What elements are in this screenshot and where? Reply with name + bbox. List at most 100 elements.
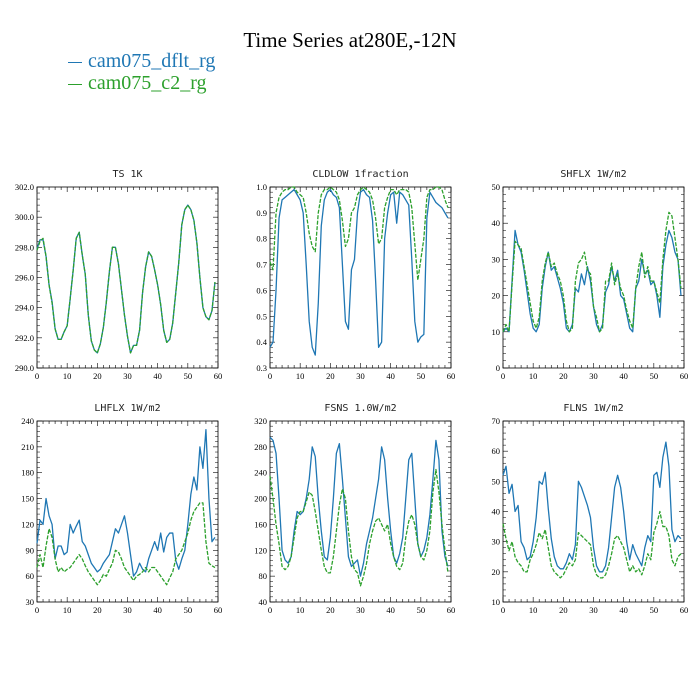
y-tick-label: 180 (21, 468, 34, 478)
x-tick-label: 60 (447, 605, 456, 615)
x-tick-label: 50 (650, 371, 659, 381)
x-tick-label: 20 (326, 605, 335, 615)
x-tick-label: 40 (153, 371, 162, 381)
y-tick-label: 10 (492, 327, 501, 337)
y-tick-label: 40 (492, 507, 501, 517)
panel-title: CLDLOW 1fraction (312, 169, 408, 180)
x-tick-label: 20 (326, 371, 335, 381)
series-line-c2 (269, 186, 449, 281)
y-tick-label: 20 (492, 567, 501, 577)
x-tick-label: 10 (296, 371, 305, 381)
y-tick-label: 296.0 (15, 273, 34, 283)
x-tick-label: 20 (559, 605, 568, 615)
x-tick-label: 10 (63, 371, 72, 381)
y-tick-label: 200 (254, 494, 267, 504)
x-tick-label: 20 (559, 371, 568, 381)
y-tick-label: 70 (492, 416, 501, 426)
y-tick-label: 300.0 (15, 212, 34, 222)
legend-entry-c2: cam075_c2_rg (68, 72, 207, 95)
panel-title: FLNS 1W/m2 (563, 403, 623, 414)
y-tick-label: 30 (492, 254, 501, 264)
chart-panel-0: TS 1K 0 10 20 30 40 50 60 290.0 292.0 294.0 296.0 29… (15, 169, 222, 381)
x-tick-label: 20 (93, 371, 102, 381)
chart-panel-3: LHFLX 1W/m2 0 10 20 30 40 50 60 30 60 90 120 150 180 2… (21, 403, 222, 615)
x-tick-label: 10 (529, 371, 538, 381)
y-tick-label: 150 (21, 494, 34, 504)
x-tick-label: 30 (123, 605, 132, 615)
y-tick-label: 240 (254, 468, 267, 478)
x-tick-label: 0 (268, 605, 272, 615)
y-tick-label: 80 (259, 571, 268, 581)
y-tick-label: 10 (492, 597, 501, 607)
plot-frame (36, 420, 219, 603)
x-tick-label: 40 (619, 371, 628, 381)
panel-title: FSNS 1.0W/m2 (324, 403, 396, 414)
x-tick-label: 30 (123, 371, 132, 381)
panel-title: LHFLX 1W/m2 (94, 403, 160, 414)
y-tick-label: 0.7 (256, 260, 267, 270)
series-line-dflt (36, 428, 216, 577)
x-tick-label: 50 (417, 605, 426, 615)
y-tick-label: 0 (496, 363, 500, 373)
y-tick-label: 40 (492, 218, 501, 228)
y-tick-label: 90 (26, 545, 35, 555)
x-tick-label: 10 (296, 605, 305, 615)
x-tick-label: 60 (447, 371, 456, 381)
y-tick-label: 0.4 (256, 337, 267, 347)
y-tick-label: 0.3 (256, 363, 267, 373)
x-tick-label: 40 (619, 605, 628, 615)
y-tick-label: 60 (492, 446, 501, 456)
y-tick-label: 120 (254, 545, 267, 555)
series-line-c2 (269, 468, 449, 587)
y-tick-label: 290.0 (15, 363, 34, 373)
series-line-c2 (36, 502, 216, 586)
x-tick-label: 40 (386, 371, 395, 381)
y-tick-label: 302.0 (15, 182, 34, 192)
chart-panel-1: CLDLOW 1fraction 0 10 20 30 40 50 60 0.3 0.4 0.5 0.… (256, 169, 455, 381)
x-tick-label: 30 (589, 371, 598, 381)
x-tick-label: 30 (356, 605, 365, 615)
x-tick-label: 40 (386, 605, 395, 615)
x-tick-label: 10 (63, 605, 72, 615)
x-tick-label: 20 (93, 605, 102, 615)
x-tick-label: 50 (184, 371, 193, 381)
plot-frame (502, 420, 685, 603)
x-tick-label: 60 (214, 371, 223, 381)
y-tick-label: 298.0 (15, 242, 34, 252)
y-tick-label: 60 (26, 571, 35, 581)
series-line-c2 (502, 510, 682, 579)
panel-title: SHFLX 1W/m2 (560, 169, 626, 180)
x-tick-label: 50 (417, 371, 426, 381)
y-tick-label: 50 (492, 476, 501, 486)
x-tick-label: 60 (680, 371, 689, 381)
series-line-dflt (36, 204, 216, 354)
y-tick-label: 0.5 (256, 311, 267, 321)
y-tick-label: 280 (254, 442, 267, 452)
y-tick-label: 0.9 (256, 208, 267, 218)
legend-label-c2: cam075_c2_rg (88, 72, 207, 94)
x-tick-label: 0 (35, 371, 39, 381)
x-tick-label: 60 (214, 605, 223, 615)
x-tick-label: 60 (680, 605, 689, 615)
panel-title: TS 1K (112, 169, 142, 180)
y-tick-label: 30 (492, 537, 501, 547)
y-tick-label: 292.0 (15, 333, 34, 343)
chart-panel-4: FSNS 1.0W/m2 0 10 20 30 40 50 60 40 80 120 160 200 24… (254, 403, 455, 615)
x-tick-label: 30 (356, 371, 365, 381)
series-line-dflt (269, 188, 449, 356)
y-tick-label: 120 (21, 519, 34, 529)
y-tick-label: 20 (492, 291, 501, 301)
y-tick-label: 160 (254, 519, 267, 529)
legend-line-dflt (68, 61, 82, 63)
series-line-dflt (502, 441, 682, 573)
legend-label-dflt: cam075_dflt_rg (88, 50, 216, 72)
x-tick-label: 0 (268, 371, 272, 381)
series-line-c2 (502, 211, 682, 333)
y-tick-label: 40 (259, 597, 268, 607)
x-tick-label: 40 (153, 605, 162, 615)
y-tick-label: 240 (21, 416, 34, 426)
series-line-dflt (269, 436, 449, 577)
x-tick-label: 50 (184, 605, 193, 615)
y-tick-label: 30 (26, 597, 35, 607)
